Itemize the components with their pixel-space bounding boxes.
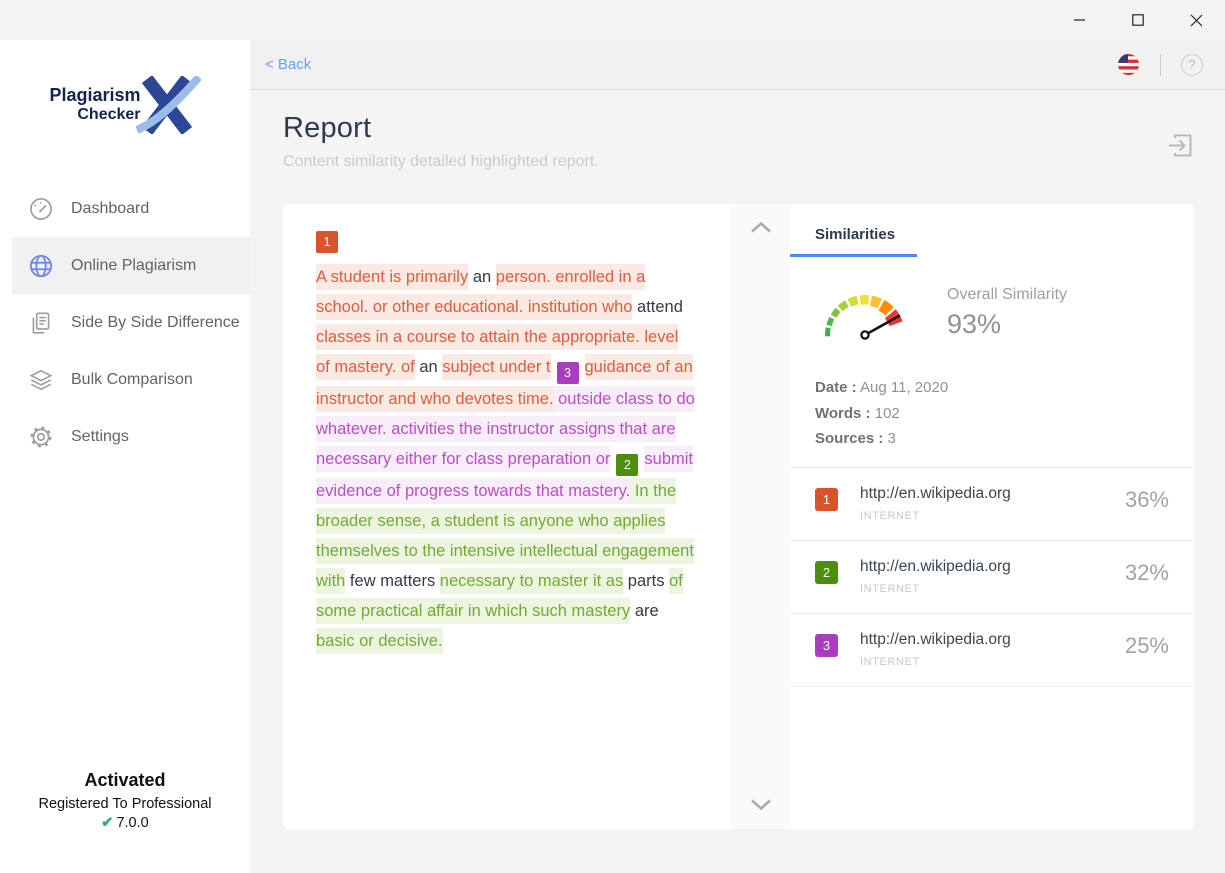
report-meta: Date : Aug 11, 2020 Words : 102 Sources : … <box>790 359 1194 468</box>
activation-version: ✔ 7.0.0 <box>101 815 149 831</box>
meta-row: Sources : 3 <box>815 426 1169 452</box>
sidebar-item-label: Online Plagiarism <box>71 256 197 274</box>
gauge-icon <box>28 196 54 222</box>
document-scrollbar[interactable] <box>731 204 790 829</box>
maximize-square-icon <box>1132 14 1144 26</box>
activation-info: Activated Registered To Professional ✔ 7.… <box>0 770 250 831</box>
plain-text-segment: an <box>414 358 443 376</box>
highlighted-text-segment: subject under t <box>442 354 551 380</box>
layers-icon <box>28 367 54 393</box>
meta-row: Date : Aug 11, 2020 <box>815 375 1169 401</box>
tab-similarities[interactable]: Similarities <box>815 226 896 243</box>
sidebar: Plagiarism Checker Dashboard Online Plagi… <box>0 40 250 873</box>
topbar: < Back <box>250 40 1225 90</box>
close-button[interactable] <box>1167 0 1225 40</box>
meta-label: Words : <box>815 404 871 422</box>
back-link[interactable]: < Back <box>265 56 312 73</box>
source-type: INTERNET <box>860 509 920 522</box>
activation-status: Activated <box>84 770 166 790</box>
sidebar-item-label: Bulk Comparison <box>71 370 193 388</box>
source-row-1[interactable]: 1 http://en.wikipedia.org INTERNET 36% <box>790 468 1194 541</box>
documents-icon <box>28 310 54 336</box>
activation-registered: Registered To Professional <box>38 796 212 812</box>
sidebar-nav: Dashboard Online Plagiarism Side By Side D… <box>0 180 250 465</box>
source-row-2[interactable]: 2 http://en.wikipedia.org INTERNET 32% <box>790 541 1194 614</box>
report-page: Report Content similarity detailed highl… <box>250 90 1225 873</box>
meta-row: Words : 102 <box>815 401 1169 427</box>
source-percent: 25% <box>1124 632 1169 658</box>
plain-text-segment: attend <box>632 298 683 316</box>
source-marker-badge-3: 3 <box>556 362 579 384</box>
scroll-up-icon[interactable] <box>750 220 772 238</box>
sidebar-item-settings[interactable]: Settings <box>0 408 250 465</box>
logo-x-mark-icon <box>134 76 201 134</box>
topbar-divider <box>1160 53 1161 76</box>
overall-similarity-value: 93% <box>947 309 1002 339</box>
source-list: 1 http://en.wikipedia.org INTERNET 36% 2 http… <box>790 468 1194 687</box>
gear-icon <box>28 424 54 450</box>
plain-text-segment: are <box>630 602 659 620</box>
highlighted-text-segment: necessary to master it as <box>439 568 624 594</box>
sidebar-item-online-plagiarism[interactable]: Online Plagiarism <box>12 237 250 294</box>
source-type: INTERNET <box>860 582 920 595</box>
highlighted-text-segment: A student is primarily <box>316 264 469 290</box>
meta-label: Sources : <box>815 430 884 447</box>
source-url: http://en.wikipedia.org <box>860 484 1011 502</box>
help-icon[interactable]: ? <box>1181 53 1203 76</box>
sidebar-item-dashboard[interactable]: Dashboard <box>0 180 250 237</box>
app-logo-text: Plagiarism Checker <box>49 85 141 124</box>
meta-value: 3 <box>887 430 896 447</box>
source-marker-badge-1: 1 <box>316 231 338 253</box>
sidebar-item-label: Settings <box>71 427 129 445</box>
us-flag-icon[interactable] <box>1117 53 1140 76</box>
similarities-panel: Similarities Overall Similarity 93% Date… <box>790 204 1194 829</box>
page-subtitle: Content similarity detailed highlighted … <box>283 153 599 170</box>
source-percent: 36% <box>1124 486 1169 512</box>
globe-icon <box>28 253 54 279</box>
tab-active-underline <box>790 254 917 257</box>
similarities-tab-row: Similarities <box>790 204 1194 257</box>
meta-value: 102 <box>874 404 900 422</box>
scroll-down-icon[interactable] <box>750 797 772 815</box>
minimize-button[interactable] <box>1051 0 1109 40</box>
similarity-gauge-icon <box>825 295 903 340</box>
overall-similarity-block: Overall Similarity 93% <box>790 257 1194 359</box>
minimize-dash-icon <box>1074 19 1085 21</box>
highlighted-text-segment: basic or decisive. <box>316 628 443 654</box>
source-url: http://en.wikipedia.org <box>860 557 1011 575</box>
maximize-button[interactable] <box>1109 0 1167 40</box>
meta-label: Date : <box>815 379 857 396</box>
check-icon: ✔ <box>101 815 114 831</box>
source-number-badge: 1 <box>815 487 838 511</box>
source-url: http://en.wikipedia.org <box>860 630 1011 648</box>
page-title: Report <box>283 112 372 144</box>
meta-value: Aug 11, 2020 <box>860 379 949 396</box>
plain-text-segment: an <box>468 268 496 286</box>
sidebar-item-label: Dashboard <box>71 199 150 217</box>
sidebar-item-bulk-comparison[interactable]: Bulk Comparison <box>0 351 250 408</box>
source-row-3[interactable]: 3 http://en.wikipedia.org INTERNET 25% <box>790 614 1194 687</box>
plain-text-segment: parts <box>623 572 670 590</box>
export-icon[interactable] <box>1167 132 1194 164</box>
source-marker-badge-2: 2 <box>616 454 639 476</box>
app-logo: Plagiarism Checker <box>0 76 250 134</box>
sidebar-item-label: Side By Side Difference <box>71 313 240 331</box>
source-number-badge: 3 <box>815 633 838 657</box>
overall-similarity-label: Overall Similarity <box>947 286 1068 303</box>
source-number-badge: 2 <box>815 560 838 584</box>
source-type: INTERNET <box>860 655 920 668</box>
close-x-icon <box>1190 14 1202 26</box>
window-titlebar <box>0 0 1225 40</box>
sidebar-item-side-by-side-difference[interactable]: Side By Side Difference <box>0 294 250 351</box>
source-percent: 32% <box>1124 559 1169 585</box>
plain-text-segment: few matters <box>345 572 440 590</box>
